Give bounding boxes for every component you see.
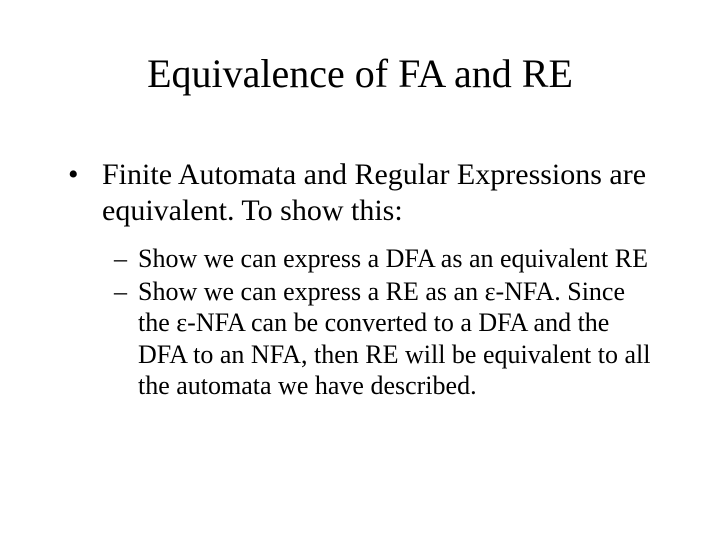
bullet-text: Show we can express a DFA as an equivale… bbox=[138, 243, 660, 274]
bullet-level2: – Show we can express a DFA as an equiva… bbox=[60, 243, 660, 274]
bullet-level2: – Show we can express a RE as an ε-NFA. … bbox=[60, 276, 660, 401]
bullet-level1: • Finite Automata and Regular Expression… bbox=[60, 157, 660, 229]
bullet-marker: – bbox=[114, 243, 138, 274]
slide: Equivalence of FA and RE • Finite Automa… bbox=[0, 0, 720, 540]
slide-title: Equivalence of FA and RE bbox=[60, 50, 660, 97]
bullet-marker: • bbox=[68, 157, 102, 229]
bullet-text: Finite Automata and Regular Expressions … bbox=[102, 157, 660, 229]
bullet-marker: – bbox=[114, 276, 138, 401]
bullet-text: Show we can express a RE as an ε-NFA. Si… bbox=[138, 276, 660, 401]
